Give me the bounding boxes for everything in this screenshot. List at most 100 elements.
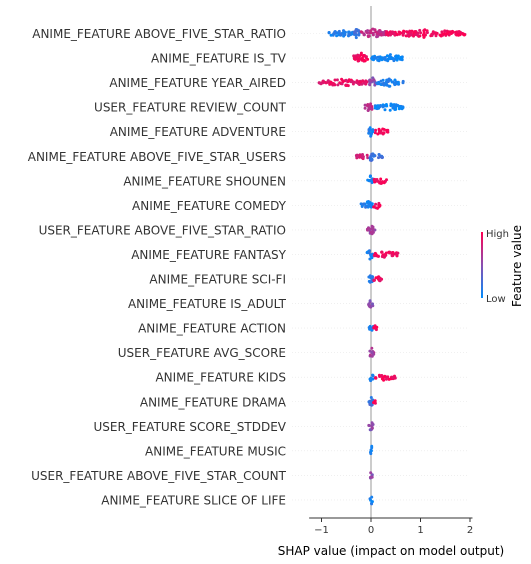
feature-point-row xyxy=(366,174,388,185)
feature-label: ANIME_FEATURE ABOVE_FIVE_STAR_RATIO xyxy=(32,27,286,41)
shap-point xyxy=(363,106,367,110)
shap-point xyxy=(354,36,358,40)
shap-point xyxy=(343,33,347,37)
x-tick-label: −1 xyxy=(314,525,329,536)
feature-label: USER_FEATURE AVG_SCORE xyxy=(118,346,286,360)
shap-point xyxy=(337,29,341,33)
feature-point-row xyxy=(367,421,375,432)
shap-point xyxy=(339,33,343,37)
feature-point-row xyxy=(365,224,377,236)
shap-point xyxy=(333,78,337,82)
shap-point xyxy=(438,33,442,37)
shap-point xyxy=(382,180,386,184)
feature-point-row xyxy=(367,274,384,284)
shap-point xyxy=(377,153,381,157)
shap-point xyxy=(373,131,377,135)
shap-point xyxy=(374,178,378,182)
shap-point xyxy=(378,279,382,283)
shap-point xyxy=(364,55,368,59)
shap-point xyxy=(373,56,376,59)
shap-point xyxy=(396,104,400,107)
shap-point xyxy=(391,106,395,110)
shap-point xyxy=(363,81,366,85)
shap-point xyxy=(368,83,372,87)
shap-point xyxy=(369,79,373,83)
shap-point xyxy=(327,31,331,34)
feature-label: ANIME_FEATURE YEAR_AIRED xyxy=(109,76,286,90)
shap-point xyxy=(462,33,466,37)
shap-point xyxy=(362,202,366,206)
shap-point xyxy=(378,180,382,184)
shap-point xyxy=(338,81,342,85)
shap-point xyxy=(387,78,390,82)
feature-point-row xyxy=(317,76,405,88)
shap-point xyxy=(373,278,376,282)
shap-point xyxy=(392,82,396,85)
shap-point xyxy=(366,109,370,112)
feature-label: USER_FEATURE SCORE_STDDEV xyxy=(93,420,286,434)
shap-point xyxy=(391,56,395,60)
x-tick-label: 1 xyxy=(417,525,423,536)
shap-point xyxy=(388,108,392,112)
shap-point xyxy=(369,449,373,453)
shap-point xyxy=(318,81,322,85)
shap-point xyxy=(365,153,369,157)
shap-point xyxy=(366,29,370,33)
shap-point xyxy=(382,57,386,61)
shap-point xyxy=(454,30,458,34)
shap-point xyxy=(381,105,385,109)
shap-point xyxy=(391,375,395,379)
shap-point xyxy=(373,106,377,110)
shap-point xyxy=(324,81,328,85)
shap-point xyxy=(361,54,365,58)
feature-point-row xyxy=(363,102,405,112)
shap-point xyxy=(358,57,362,60)
shap-point xyxy=(374,328,378,332)
feature-labels: ANIME_FEATURE ABOVE_FIVE_STAR_RATIO ANIME… xyxy=(28,27,287,507)
shap-point xyxy=(335,78,339,82)
shap-point xyxy=(406,33,410,37)
shap-point xyxy=(380,374,384,377)
shap-point xyxy=(351,82,355,86)
shap-point xyxy=(377,203,381,207)
shap-point xyxy=(383,254,387,257)
shap-point xyxy=(366,156,370,160)
shap-point xyxy=(340,77,344,81)
shap-point xyxy=(363,103,367,107)
feature-point-row xyxy=(368,373,397,383)
shap-point xyxy=(418,28,422,32)
shap-point xyxy=(393,78,397,82)
shap-point xyxy=(368,299,372,303)
shap-point xyxy=(399,55,403,59)
shap-point xyxy=(362,33,366,37)
shap-point xyxy=(370,256,374,260)
shap-point xyxy=(385,375,389,379)
feature-point-row xyxy=(352,51,404,63)
shap-point xyxy=(383,108,387,112)
shap-point xyxy=(354,28,358,32)
shap-point xyxy=(360,82,364,86)
shap-point xyxy=(355,57,359,61)
x-axis: −1 0 1 2 xyxy=(309,517,473,536)
shap-point xyxy=(422,31,426,35)
feature-point-row xyxy=(367,126,390,138)
shap-point xyxy=(384,82,388,86)
shap-point xyxy=(374,252,378,256)
feature-label: ANIME_FEATURE ABOVE_FIVE_STAR_USERS xyxy=(28,150,286,164)
shap-point xyxy=(369,155,373,158)
shap-point xyxy=(372,78,376,82)
shap-point xyxy=(329,33,333,37)
shap-point xyxy=(358,83,362,86)
shap-point xyxy=(371,33,375,37)
row-gridlines xyxy=(292,33,468,501)
shap-point xyxy=(347,78,351,82)
shap-point xyxy=(333,31,337,35)
colorbar: High Low Feature value xyxy=(481,225,524,307)
shap-point xyxy=(364,79,368,83)
colorbar-high-label: High xyxy=(486,229,509,240)
shap-point xyxy=(368,428,372,432)
shap-point xyxy=(378,29,381,32)
feature-label: USER_FEATURE ABOVE_FIVE_STAR_COUNT xyxy=(31,469,287,483)
shap-point xyxy=(396,251,400,255)
feature-label: ANIME_FEATURE DRAMA xyxy=(140,395,287,409)
